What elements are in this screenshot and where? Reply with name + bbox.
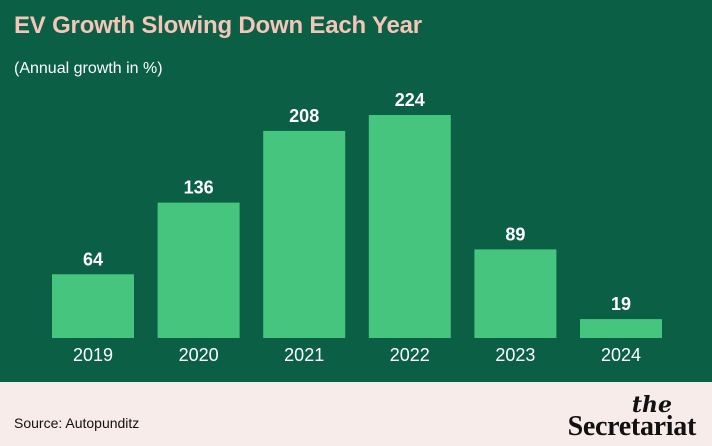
bar-2024 xyxy=(580,319,662,338)
chart-title: EV Growth Slowing Down Each Year xyxy=(14,12,422,39)
brand-logo: the Secretariat xyxy=(536,392,697,442)
x-tick-labels-group: 2019 2020 2021 2022 2023 2024 xyxy=(73,345,641,365)
chart-panel: 64 136 208 224 89 19 2019 2020 2021 2022 2023 2024… xyxy=(0,0,712,382)
value-label-2024: 19 xyxy=(611,294,631,314)
bar-2019 xyxy=(52,274,134,338)
value-labels-group: 64 136 208 224 89 19 xyxy=(83,90,631,314)
x-tick-label-2021: 2021 xyxy=(284,345,324,365)
bar-2021 xyxy=(263,130,346,338)
x-tick-label-2024: 2024 xyxy=(601,345,641,365)
value-label-2023: 89 xyxy=(505,224,525,244)
bar-2020 xyxy=(157,202,240,338)
value-label-2019: 64 xyxy=(83,249,103,269)
bar-2022 xyxy=(368,115,451,338)
footer: Source: Autopunditz the Secretariat xyxy=(0,382,712,446)
bar-chart: 64 136 208 224 89 19 2019 2020 2021 2022 2023 2024 xyxy=(52,90,662,365)
chart-subtitle: (Annual growth in %) xyxy=(14,60,163,77)
brand-logo-the: the xyxy=(631,392,672,418)
value-label-2022: 224 xyxy=(395,90,425,110)
x-tick-label-2022: 2022 xyxy=(390,345,430,365)
x-tick-label-2019: 2019 xyxy=(73,345,113,365)
bar-2023 xyxy=(474,249,557,338)
bars-group xyxy=(52,115,662,338)
x-tick-label-2020: 2020 xyxy=(179,345,219,365)
x-tick-label-2023: 2023 xyxy=(495,345,535,365)
value-label-2020: 136 xyxy=(184,178,214,198)
value-label-2021: 208 xyxy=(289,106,319,126)
brand-logo-name: Secretariat xyxy=(567,411,697,442)
source-note: Source: Autopunditz xyxy=(14,415,140,431)
